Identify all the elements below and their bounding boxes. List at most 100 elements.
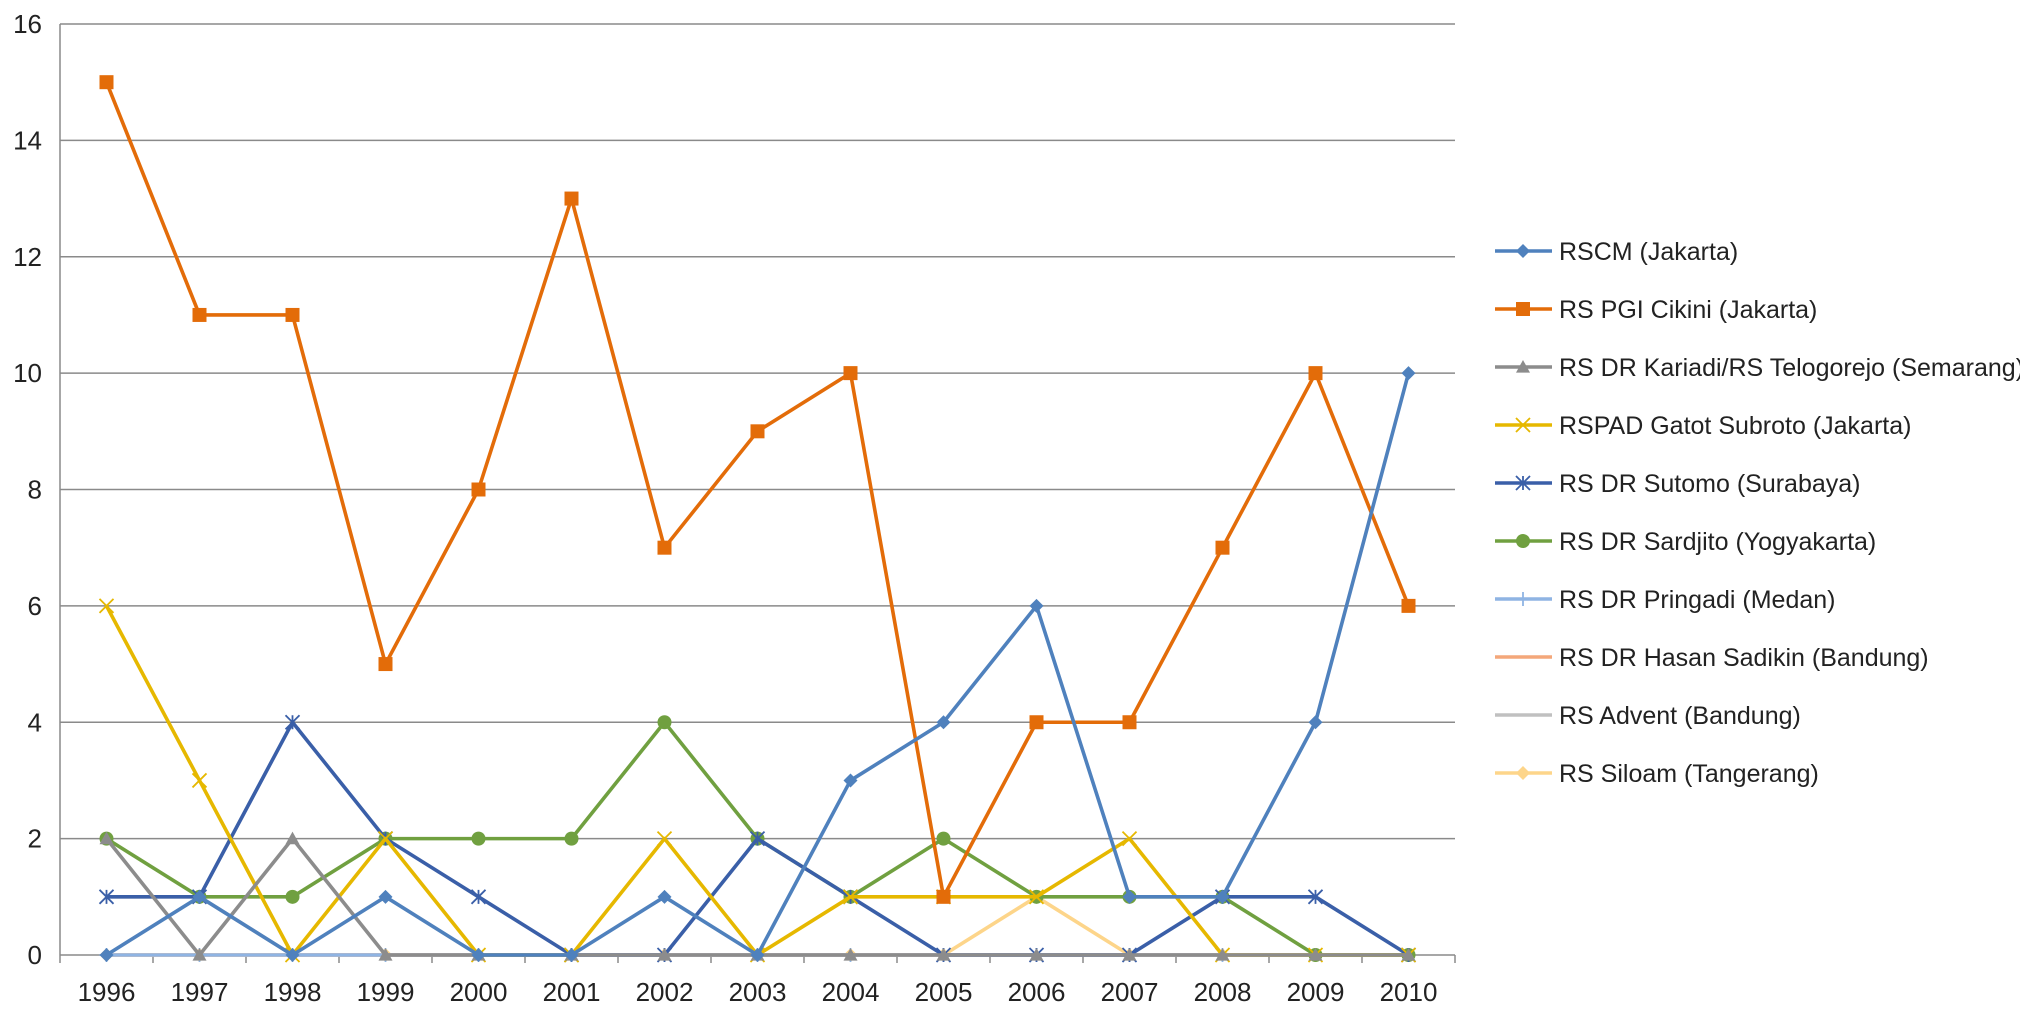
data-point: [843, 948, 858, 961]
legend-label: RSPAD Gatot Subroto (Jakarta): [1559, 412, 1911, 440]
data-point: [1029, 598, 1044, 613]
y-tick-label: 10: [13, 358, 42, 388]
legend-label: RS DR Kariadi/RS Telogorejo (Semarang): [1559, 354, 2020, 382]
y-tick-label: 14: [13, 125, 42, 155]
data-point: [564, 831, 579, 846]
data-point: [936, 889, 951, 904]
data-point: [1516, 360, 1530, 373]
data-point: [98, 889, 115, 905]
data-point: [285, 889, 300, 904]
data-point: [99, 831, 114, 845]
data-point: [1029, 948, 1044, 961]
data-point: [936, 715, 951, 730]
x-tick-label: 2009: [1287, 977, 1345, 1007]
data-point: [98, 598, 115, 614]
x-tick-label: 2006: [1008, 977, 1066, 1007]
legend-label: RS DR Hasan Sadikin (Bandung): [1559, 644, 1929, 672]
data-point: [843, 366, 858, 381]
data-point: [1122, 948, 1137, 961]
data-point: [99, 75, 114, 90]
x-tick-label: 2001: [543, 977, 601, 1007]
data-point: [471, 482, 486, 497]
series-group: [99, 366, 1416, 962]
data-point: [285, 831, 300, 845]
data-point: [657, 889, 672, 904]
data-point: [378, 657, 393, 672]
series-line: [105, 372, 1411, 957]
y-tick-label: 16: [13, 9, 42, 39]
data-point: [564, 948, 579, 962]
data-point: [657, 715, 672, 730]
data-point: [657, 540, 672, 555]
y-tick-label: 8: [28, 475, 42, 505]
series-group: [99, 75, 1416, 904]
y-tick-label: 12: [13, 242, 42, 272]
legend-item: RSCM (Jakarta): [1495, 238, 1738, 266]
data-point: [192, 307, 207, 322]
legend-label: RS Siloam (Tangerang): [1559, 760, 1819, 788]
data-point: [750, 948, 765, 962]
x-tick-label: 1996: [78, 977, 136, 1007]
legend-label: RS PGI Cikini (Jakarta): [1559, 296, 1817, 324]
data-point: [1029, 715, 1044, 730]
data-point: [936, 831, 951, 846]
x-tick-label: 2000: [450, 977, 508, 1007]
legend-item: RS DR Sutomo (Surabaya): [1495, 470, 1861, 498]
data-point: [1515, 475, 1531, 491]
legend-item: RS DR Sardjito (Yogyakarta): [1495, 528, 1876, 556]
legend-label: RS DR Pringadi (Medan): [1559, 586, 1836, 614]
data-point: [1215, 948, 1230, 961]
series-line: [106, 895, 1409, 957]
legend-item: RS Advent (Bandung): [1495, 702, 1801, 730]
data-point: [1308, 366, 1323, 381]
legend-item: RS DR Pringadi (Medan): [1495, 586, 1836, 614]
legend-item: RSPAD Gatot Subroto (Jakarta): [1495, 412, 1911, 440]
data-point: [1215, 889, 1230, 904]
data-point: [192, 948, 207, 961]
data-point: [192, 889, 207, 904]
legend-label: RS DR Sardjito (Yogyakarta): [1559, 528, 1876, 556]
data-point: [1401, 366, 1416, 381]
legend-item: RS Siloam (Tangerang): [1495, 760, 1819, 788]
data-point: [1308, 948, 1323, 961]
x-tick-label: 1998: [264, 977, 322, 1007]
x-tick-label: 2008: [1194, 977, 1252, 1007]
x-tick-label: 2005: [915, 977, 973, 1007]
data-point: [1215, 540, 1230, 555]
legend: RSCM (Jakarta) RS PGI Cikini (Jakarta) RS …: [1495, 238, 2020, 788]
y-tick-label: 0: [28, 940, 42, 970]
legend-item: RS PGI Cikini (Jakarta): [1495, 296, 1817, 324]
x-tick-label: 1997: [171, 977, 229, 1007]
legend-item: RS DR Hasan Sadikin (Bandung): [1495, 644, 1929, 672]
data-point: [1308, 715, 1323, 730]
x-tick-label: 2004: [822, 977, 880, 1007]
data-point: [843, 773, 858, 788]
y-tick-label: 2: [28, 824, 42, 854]
data-point: [285, 307, 300, 322]
data-point: [1516, 534, 1530, 548]
data-point: [1401, 598, 1416, 613]
data-point: [750, 424, 765, 439]
x-tick-label: 2002: [636, 977, 694, 1007]
data-point: [1516, 302, 1530, 316]
data-point: [1122, 889, 1137, 904]
series-group: [98, 598, 1417, 963]
tick-labels: 0 2 4 6 8 10 12 14 16 1996 1997 1998 1999 2000 2001 200…: [13, 9, 1437, 1007]
data-point: [656, 830, 673, 847]
y-tick-label: 6: [28, 591, 42, 621]
legend-label: RS Advent (Bandung): [1559, 702, 1801, 730]
data-point: [285, 948, 300, 962]
data-point: [1516, 244, 1530, 258]
data-point: [749, 830, 766, 847]
x-tick-label: 2003: [729, 977, 787, 1007]
data-point: [378, 889, 393, 904]
data-point: [842, 889, 859, 905]
data-point: [377, 830, 394, 847]
data-point: [936, 948, 951, 961]
x-tick-label: 2010: [1380, 977, 1438, 1007]
data-point: [99, 948, 114, 962]
data-point: [471, 948, 486, 962]
y-tick-label: 4: [28, 707, 42, 737]
data-point: [1401, 948, 1416, 961]
